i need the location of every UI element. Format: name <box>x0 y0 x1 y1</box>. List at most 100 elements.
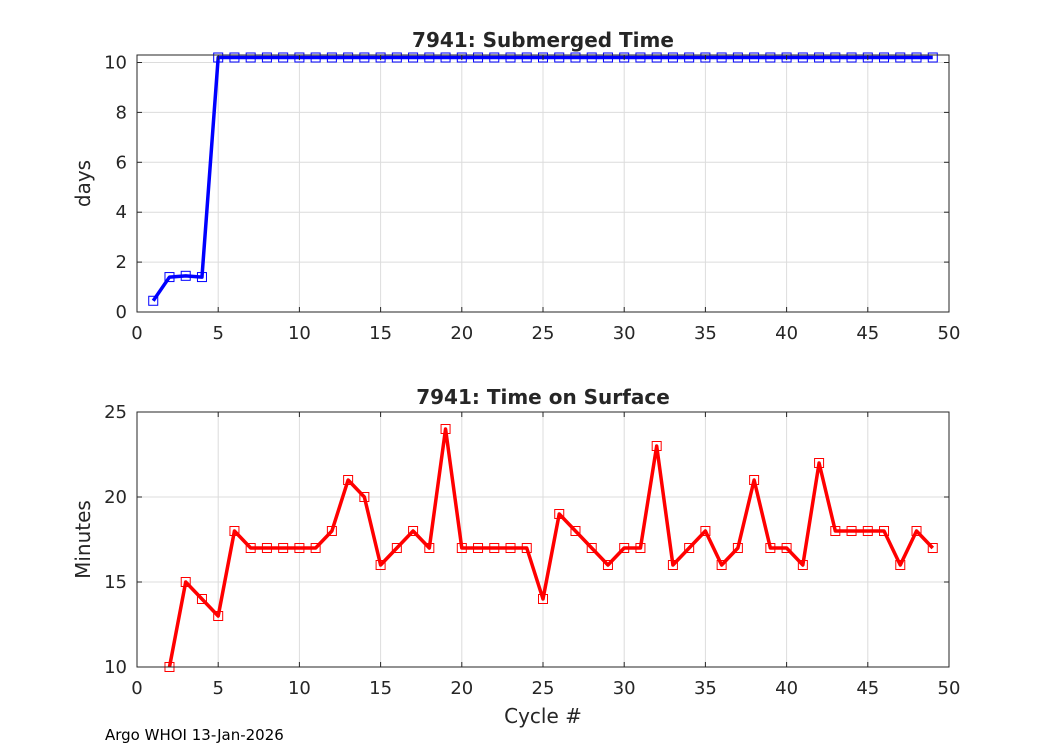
x-tick-label: 5 <box>212 323 223 344</box>
data-point <box>424 543 435 553</box>
data-point <box>294 543 305 553</box>
data-point <box>521 52 532 63</box>
x-tick-label: 35 <box>694 678 717 699</box>
data-point <box>310 52 321 63</box>
data-point <box>261 543 272 553</box>
data-point <box>554 52 565 63</box>
data-point <box>294 52 305 63</box>
data-point <box>862 52 873 63</box>
data-point <box>765 543 776 553</box>
data-point <box>684 543 695 553</box>
x-tick-label: 20 <box>450 323 473 344</box>
data-point <box>570 52 581 63</box>
data-point <box>375 560 386 570</box>
x-tick-label: 30 <box>613 678 636 699</box>
data-point <box>846 52 857 63</box>
data-point <box>879 526 890 536</box>
x-tick-label: 0 <box>131 678 142 699</box>
y-tick-label: 0 <box>116 302 127 323</box>
data-point <box>521 543 532 553</box>
data-point <box>716 52 727 63</box>
footer-credit: Argo WHOI 13-Jan-2026 <box>105 726 284 744</box>
data-point <box>635 543 646 553</box>
y-axis-label: Minutes <box>71 500 95 579</box>
y-tick-label: 8 <box>116 102 127 123</box>
data-point <box>456 52 467 63</box>
data-point <box>797 560 808 570</box>
x-tick-label: 15 <box>369 678 392 699</box>
data-point <box>261 52 272 63</box>
data-point <box>765 52 776 63</box>
data-point <box>456 543 467 553</box>
x-tick-label: 35 <box>694 323 717 344</box>
data-point <box>359 492 370 502</box>
data-point <box>570 526 581 536</box>
data-point <box>846 526 857 536</box>
data-point <box>667 52 678 63</box>
data-point <box>781 543 792 553</box>
data-point <box>310 543 321 553</box>
data-point <box>651 52 662 63</box>
data-point <box>391 543 402 553</box>
data-point <box>619 543 630 553</box>
data-point <box>911 52 922 63</box>
data-point <box>538 52 548 63</box>
y-tick-label: 15 <box>104 572 127 593</box>
data-point <box>554 509 565 519</box>
data-point <box>213 611 224 621</box>
x-tick-label: 40 <box>775 678 798 699</box>
data-point <box>732 52 743 63</box>
y-tick-label: 25 <box>104 402 127 423</box>
data-point <box>343 475 354 485</box>
x-tick-label: 5 <box>212 678 223 699</box>
data-point <box>180 270 191 281</box>
data-point <box>359 52 370 63</box>
x-axis-label: Cycle # <box>504 704 582 728</box>
x-tick-label: 10 <box>288 323 311 344</box>
data-point <box>700 526 711 536</box>
data-point <box>213 52 224 63</box>
data-point <box>473 543 484 553</box>
data-point <box>180 577 191 587</box>
data-point <box>716 560 727 570</box>
data-point <box>830 526 841 536</box>
x-tick-label: 45 <box>856 323 879 344</box>
x-tick-label: 50 <box>938 678 961 699</box>
data-point <box>196 272 207 283</box>
data-point <box>830 52 841 63</box>
data-point <box>651 441 662 451</box>
data-point <box>814 458 825 468</box>
y-tick-label: 4 <box>116 202 127 223</box>
data-point <box>862 526 873 536</box>
data-point <box>927 52 938 63</box>
data-point <box>278 52 289 63</box>
series-line <box>167 427 935 668</box>
data-point <box>148 295 159 306</box>
data-point <box>602 52 613 63</box>
data-point <box>700 52 711 63</box>
x-tick-label: 50 <box>938 323 961 344</box>
data-point <box>440 424 451 434</box>
data-point <box>781 52 792 63</box>
y-tick-label: 20 <box>104 487 127 508</box>
surface-time-chart: 0 5 10 15 20 25 30 35 40 45 50 10 15 20 25 7941: Time o… <box>71 385 960 728</box>
data-point <box>732 543 743 553</box>
data-point <box>538 594 548 604</box>
data-point <box>424 52 435 63</box>
data-point <box>278 543 289 553</box>
submerged-time-chart: 0 5 10 15 20 25 30 35 40 45 50 0 2 4 6 8 10 7941: Submerg… <box>71 28 960 344</box>
data-point <box>927 543 938 553</box>
x-tick-label: 25 <box>532 323 555 344</box>
data-point <box>375 52 386 63</box>
data-point <box>164 272 175 283</box>
x-tick-label: 40 <box>775 323 798 344</box>
x-tick-label: 45 <box>856 678 879 699</box>
data-point <box>814 52 825 63</box>
y-tick-label: 6 <box>116 152 127 173</box>
data-point <box>391 52 402 63</box>
data-point <box>505 52 516 63</box>
data-point <box>489 543 500 553</box>
x-tick-label: 25 <box>532 678 555 699</box>
data-point <box>343 52 354 63</box>
